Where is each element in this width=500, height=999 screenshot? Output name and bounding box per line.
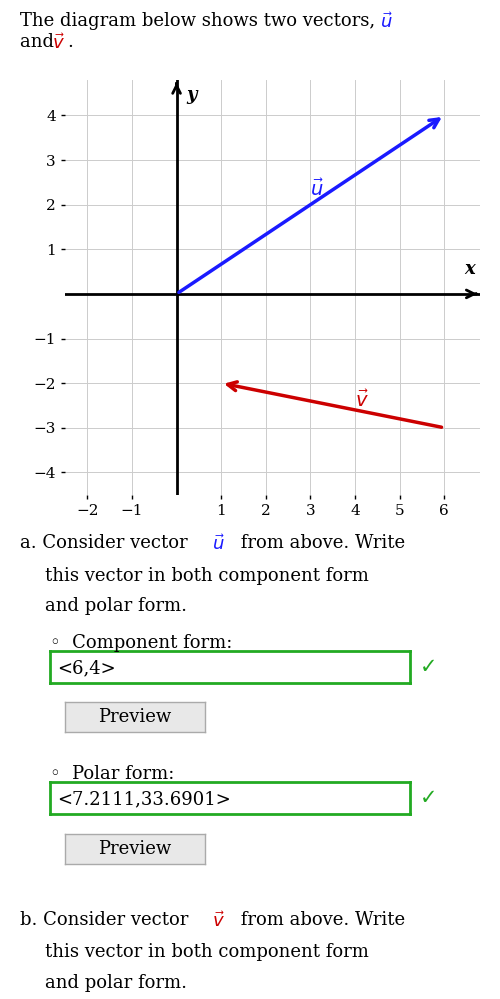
Text: and polar form.: and polar form.	[45, 974, 187, 992]
Text: Preview: Preview	[98, 708, 172, 726]
Text: from above. Write: from above. Write	[235, 534, 405, 552]
Text: $\vec{u}$: $\vec{u}$	[380, 12, 393, 32]
Text: $\vec{v}$: $\vec{v}$	[212, 911, 226, 930]
Text: y: y	[186, 86, 197, 105]
Text: ✓: ✓	[420, 788, 438, 808]
Text: and polar form.: and polar form.	[45, 597, 187, 615]
Text: Preview: Preview	[98, 840, 172, 858]
Text: ✓: ✓	[420, 656, 438, 676]
Text: <6,4>: <6,4>	[57, 659, 116, 677]
Text: ◦  Polar form:: ◦ Polar form:	[50, 765, 174, 783]
Text: this vector in both component form: this vector in both component form	[45, 943, 369, 961]
Text: The diagram below shows two vectors,: The diagram below shows two vectors,	[20, 12, 381, 30]
Text: $\vec{u}$: $\vec{u}$	[212, 534, 226, 554]
Text: .: .	[68, 33, 73, 51]
Text: from above. Write: from above. Write	[235, 911, 405, 929]
Text: this vector in both component form: this vector in both component form	[45, 566, 369, 584]
Text: $\vec{u}$: $\vec{u}$	[310, 179, 324, 200]
Text: and: and	[20, 33, 60, 51]
Text: $\vec{v}$: $\vec{v}$	[355, 390, 369, 412]
Text: <7.2111,33.6901>: <7.2111,33.6901>	[57, 790, 231, 808]
Text: x: x	[465, 261, 475, 279]
Text: b. Consider vector: b. Consider vector	[20, 911, 194, 929]
Text: ◦  Component form:: ◦ Component form:	[50, 633, 232, 651]
Text: $\vec{v}$: $\vec{v}$	[52, 33, 66, 53]
Text: a. Consider vector: a. Consider vector	[20, 534, 194, 552]
